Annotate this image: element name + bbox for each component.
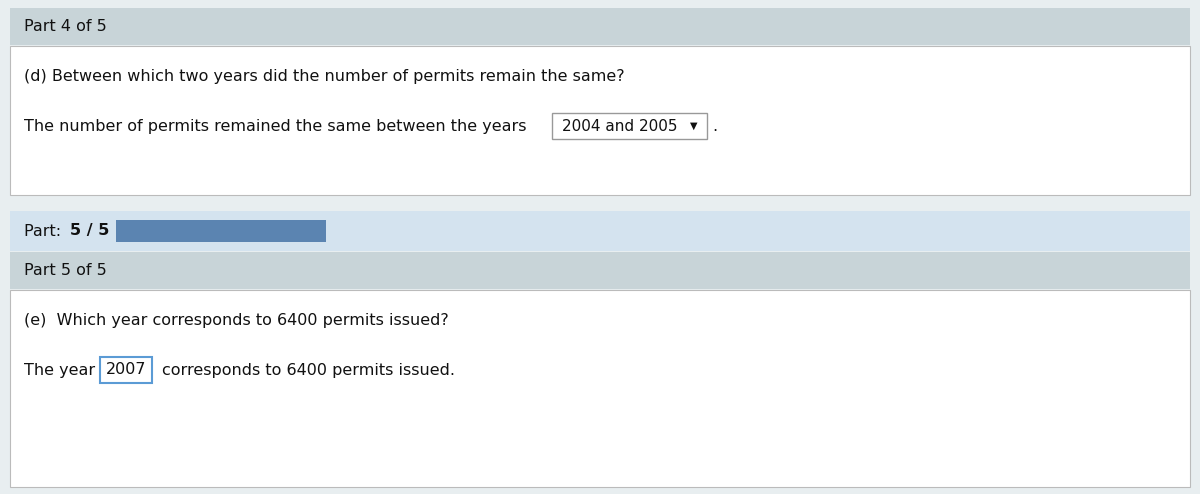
FancyBboxPatch shape [10,8,1190,45]
FancyBboxPatch shape [115,220,325,242]
Text: The number of permits remained the same between the years: The number of permits remained the same … [24,119,527,133]
Text: Part 5 of 5: Part 5 of 5 [24,263,107,278]
FancyBboxPatch shape [10,211,1190,251]
Text: corresponds to 6400 permits issued.: corresponds to 6400 permits issued. [162,363,455,377]
Text: 2007: 2007 [106,363,146,377]
Text: ▼: ▼ [690,121,697,131]
Text: The year: The year [24,363,96,377]
Text: 5 / 5: 5 / 5 [70,223,109,239]
Text: (e)  Which year corresponds to 6400 permits issued?: (e) Which year corresponds to 6400 permi… [24,313,449,328]
Text: .: . [712,119,716,133]
Text: Part:: Part: [24,223,67,239]
FancyBboxPatch shape [552,113,707,139]
Text: 2004 and 2005: 2004 and 2005 [562,119,677,133]
FancyBboxPatch shape [10,252,1190,289]
FancyBboxPatch shape [10,290,1190,487]
FancyBboxPatch shape [10,46,1190,195]
FancyBboxPatch shape [100,357,152,383]
Text: Part 4 of 5: Part 4 of 5 [24,19,107,34]
Text: (d) Between which two years did the number of permits remain the same?: (d) Between which two years did the numb… [24,69,625,83]
